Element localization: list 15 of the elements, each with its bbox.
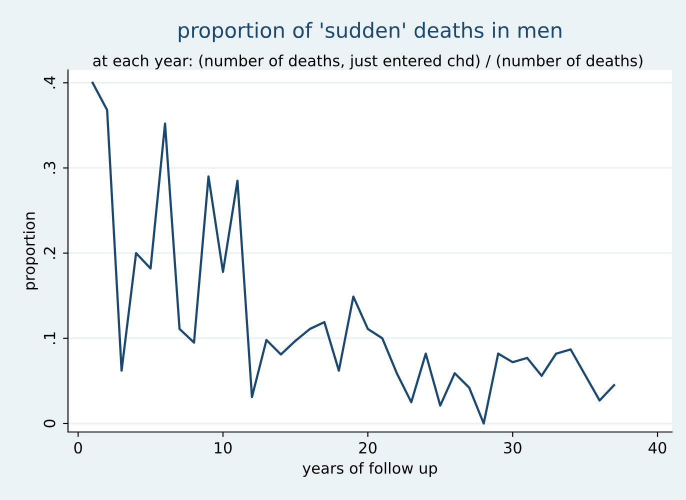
y-tick-label: .3: [44, 162, 56, 174]
x-axis-title: years of follow up: [302, 462, 438, 477]
chart-subtitle: at each year: (number of deaths, just entered chd) / (number of deaths): [93, 54, 642, 70]
y-tick-label: .4: [44, 76, 56, 88]
x-tick-label: 30: [504, 442, 522, 454]
line-series: [92, 82, 616, 425]
x-tick-label: 20: [359, 442, 377, 454]
y-axis-title: proportion: [23, 212, 38, 290]
x-tick-label: 0: [74, 442, 82, 454]
x-tick-label: 40: [648, 442, 666, 454]
y-tick-label: .1: [44, 332, 56, 344]
y-tick-label: .2: [44, 247, 56, 259]
y-tick-label: 0: [44, 420, 56, 428]
x-tick-label: 10: [214, 442, 232, 454]
chart-title: proportion of 'sudden' deaths in men: [178, 22, 562, 42]
